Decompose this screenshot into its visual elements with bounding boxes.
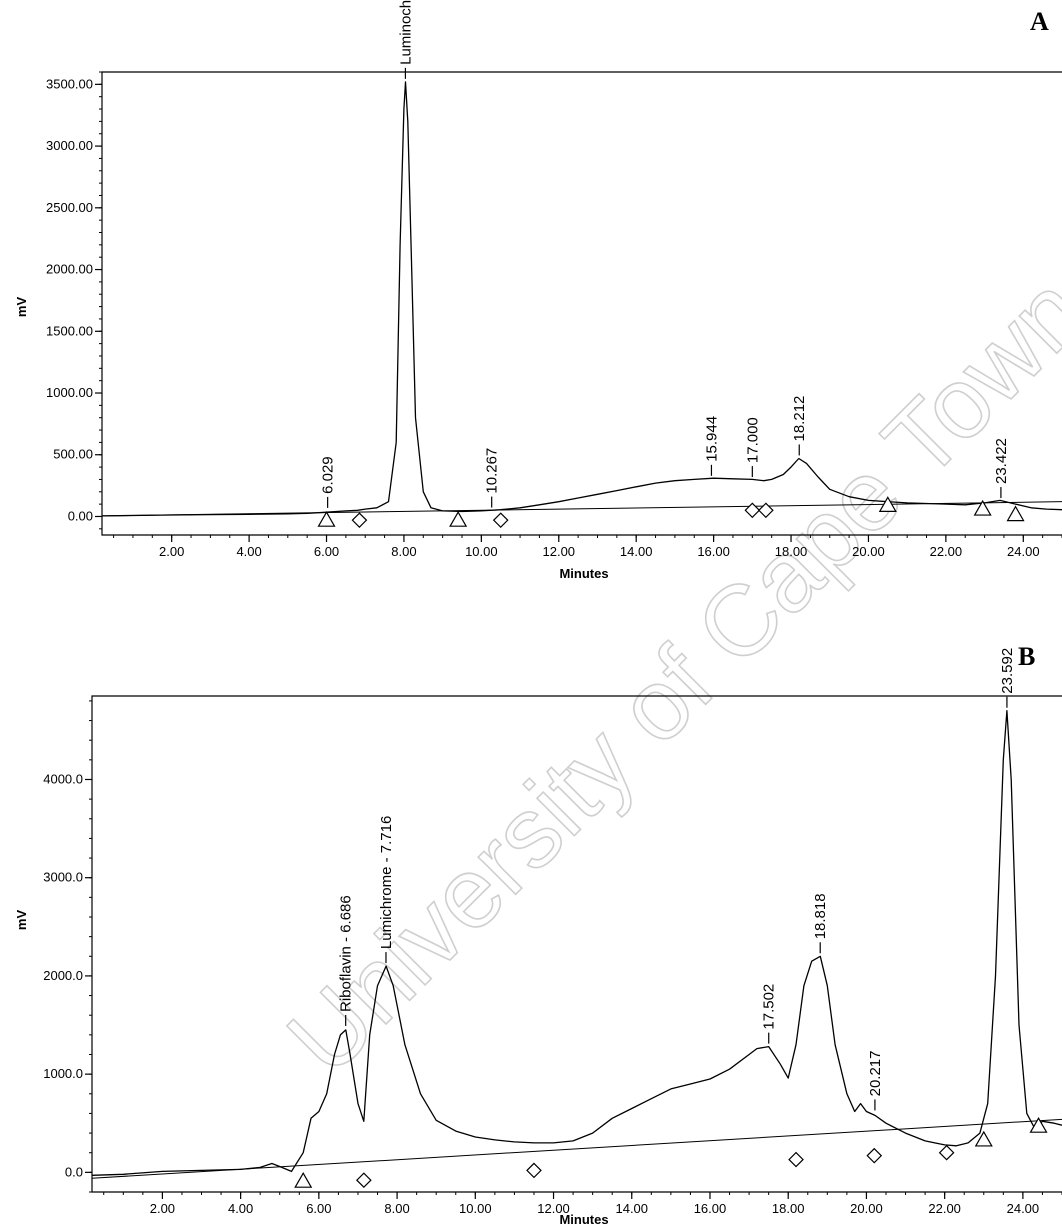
peak-boundary-diamond-marker bbox=[526, 1162, 542, 1179]
panel-b-x-tick-label: 18.00 bbox=[772, 1201, 805, 1216]
panel-b-x-tick-label: 24.00 bbox=[1007, 1201, 1040, 1216]
peak-boundary-triangle-marker bbox=[973, 499, 992, 516]
peak-label: 15.944 bbox=[703, 416, 720, 462]
panel-b-plot-frame bbox=[91, 695, 1062, 1193]
chromatogram-panel-b: B mV Minutes 0.0 1000.0 2000.0 3000.0 4000.0… bbox=[14, 642, 1062, 1226]
peak-boundary-triangle-marker bbox=[317, 510, 336, 527]
peak-label: Lumichrome - 7.716 bbox=[378, 816, 395, 949]
panel-b-x-tick-label: 20.00 bbox=[850, 1201, 883, 1216]
panel-b-x-tick-label: 14.00 bbox=[615, 1201, 648, 1216]
watermark-text: University of Cape Town bbox=[266, 255, 1062, 1095]
panel-b-y-tick-label: 3000.0 bbox=[43, 870, 83, 885]
panel-a-x-tick-label: 4.00 bbox=[236, 544, 261, 559]
panel-a-y-tick-label: 2000.00 bbox=[46, 262, 93, 277]
peak-boundary-diamond-marker bbox=[866, 1147, 883, 1164]
panel-a-y-tick-label: 3500.00 bbox=[46, 76, 93, 91]
peak-boundary-diamond-marker bbox=[355, 1172, 372, 1189]
peak-boundary-triangle-marker bbox=[878, 496, 897, 512]
peak-boundary-diamond-marker bbox=[351, 512, 368, 529]
peak-label: 20.217 bbox=[867, 1051, 884, 1097]
panel-b-x-axis-title: Minutes bbox=[559, 1212, 608, 1226]
peak-boundary-diamond-marker bbox=[758, 502, 774, 519]
peak-label: 17.502 bbox=[761, 984, 778, 1030]
panel-b-y-tick-label: 2000.0 bbox=[43, 968, 83, 983]
panel-a-x-tick-label: 10.00 bbox=[465, 544, 498, 559]
peak-boundary-diamond-marker bbox=[744, 502, 761, 519]
panel-a-x-tick-label: 6.00 bbox=[314, 544, 339, 559]
panel-b-y-tick-label: 0.0 bbox=[65, 1164, 83, 1179]
panel-a-y-tick-label: 1000.00 bbox=[46, 385, 93, 400]
panel-a-y-tick-label: 2500.00 bbox=[46, 200, 93, 215]
peak-label: 18.818 bbox=[812, 893, 829, 939]
peak-boundary-triangle-marker bbox=[974, 1130, 993, 1147]
panel-b-signal-trace bbox=[91, 710, 1062, 1176]
peak-boundary-triangle-marker bbox=[1029, 1116, 1048, 1133]
panel-a-y-tick-label: 500.00 bbox=[53, 447, 93, 462]
peak-label: 6.029 bbox=[320, 456, 337, 494]
panel-b-letter: B bbox=[1018, 642, 1035, 671]
panel-b-x-tick-label: 12.00 bbox=[537, 1201, 570, 1216]
peak-boundary-diamond-marker bbox=[938, 1144, 955, 1161]
panel-a-x-tick-label: 18.00 bbox=[775, 544, 808, 559]
peak-boundary-triangle-marker bbox=[449, 510, 468, 527]
panel-a-y-tick-label: 3000.00 bbox=[46, 138, 93, 153]
panel-b-x-tick-label: 2.00 bbox=[150, 1201, 175, 1216]
panel-b-x-tick-label: 10.00 bbox=[459, 1201, 492, 1216]
panel-a-x-tick-label: 2.00 bbox=[159, 544, 184, 559]
panel-a-x-tick-label: 20.00 bbox=[852, 544, 885, 559]
panel-a-y-axis-title: mV bbox=[14, 297, 29, 318]
panel-a-x-tick-label: 14.00 bbox=[620, 544, 653, 559]
panel-b-x-tick-label: 22.00 bbox=[928, 1201, 961, 1216]
panel-a-y-tick-label: 1500.00 bbox=[46, 323, 93, 338]
peak-boundary-triangle-marker bbox=[294, 1171, 313, 1188]
peak-label: Luminochrome - 8.038 bbox=[397, 0, 414, 65]
watermark-layer: University of Cape Town bbox=[266, 254, 1062, 1096]
panel-a-x-tick-label: 22.00 bbox=[930, 544, 963, 559]
panel-b-x-tick-label: 4.00 bbox=[228, 1201, 253, 1216]
panel-a-letter: A bbox=[1030, 7, 1049, 36]
panel-a-plot-frame bbox=[101, 71, 1062, 536]
peak-label: 10.267 bbox=[484, 448, 501, 494]
peak-boundary-triangle-marker bbox=[1006, 505, 1025, 522]
peak-label: 23.592 bbox=[999, 648, 1016, 694]
panel-a-x-tick-label: 8.00 bbox=[391, 544, 416, 559]
panel-a-x-tick-label: 12.00 bbox=[543, 544, 576, 559]
panel-b-x-tick-label: 8.00 bbox=[384, 1201, 409, 1216]
peak-boundary-diamond-marker bbox=[492, 512, 509, 529]
peak-boundary-diamond-marker bbox=[788, 1151, 804, 1168]
peak-label: 18.212 bbox=[791, 396, 808, 442]
panel-b-x-tick-label: 6.00 bbox=[306, 1201, 331, 1216]
panel-a-x-tick-label: 24.00 bbox=[1007, 544, 1040, 559]
panel-a-y-tick-label: 0.00 bbox=[68, 508, 93, 523]
peak-label: Riboflavin - 6.686 bbox=[338, 895, 355, 1012]
panel-b-y-axis-title: mV bbox=[14, 910, 29, 931]
panel-b-x-tick-label: 16.00 bbox=[694, 1201, 727, 1216]
peak-label: 17.000 bbox=[744, 417, 761, 463]
peak-label: 23.422 bbox=[993, 438, 1010, 484]
panel-b-y-tick-label: 4000.0 bbox=[43, 771, 83, 786]
panel-b-y-tick-label: 1000.0 bbox=[43, 1066, 83, 1081]
chromatogram-panel-a: A mV Minutes 0.00 500.00 1000.00 1500.00 200… bbox=[14, 0, 1062, 581]
panel-a-x-tick-label: 16.00 bbox=[697, 544, 730, 559]
panel-a-x-axis-title: Minutes bbox=[559, 566, 608, 581]
